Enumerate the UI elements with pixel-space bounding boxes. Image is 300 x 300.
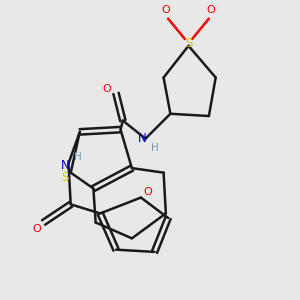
- Text: S: S: [61, 171, 69, 184]
- Text: H: H: [151, 143, 158, 153]
- Text: O: O: [161, 5, 170, 16]
- Text: H: H: [74, 152, 81, 162]
- Text: S: S: [185, 37, 192, 50]
- Text: N: N: [61, 159, 70, 172]
- Text: O: O: [103, 84, 111, 94]
- Text: O: O: [143, 187, 152, 197]
- Text: O: O: [207, 5, 215, 16]
- Text: O: O: [32, 224, 41, 234]
- Text: N: N: [138, 132, 147, 145]
